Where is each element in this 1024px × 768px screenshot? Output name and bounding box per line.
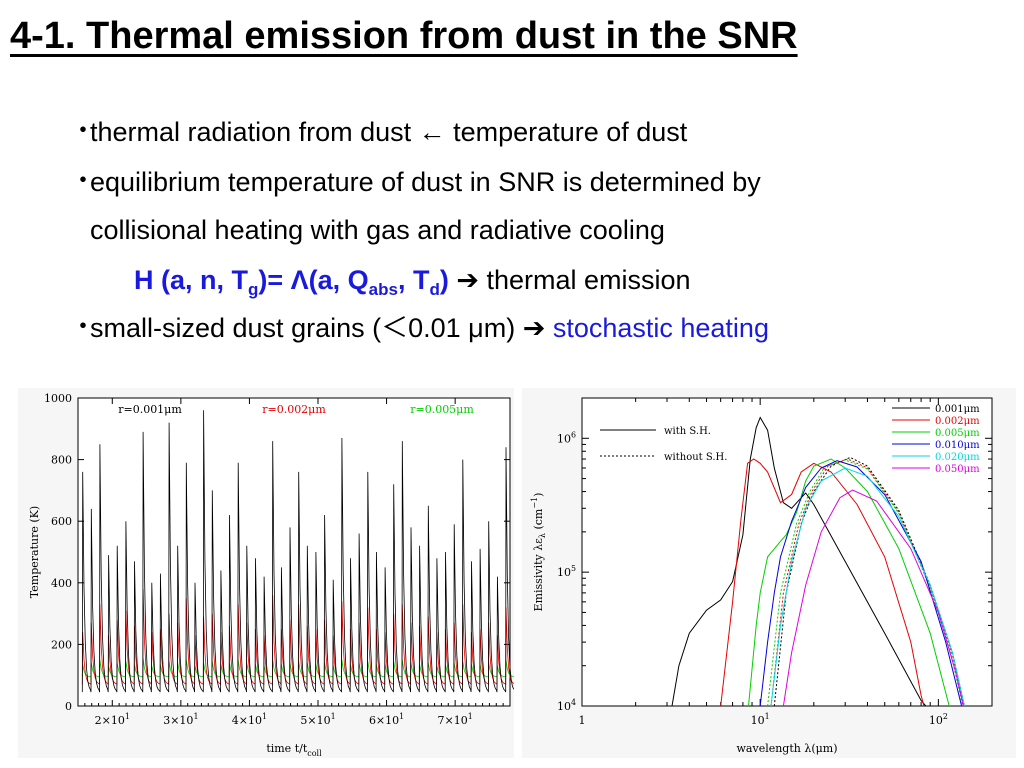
stochastic-heating-highlight: stochastic heating: [552, 313, 769, 343]
y-tick-label: 106: [557, 430, 576, 445]
series-line-0-020-m: [770, 467, 965, 707]
bullet-marker: ・: [70, 311, 97, 341]
y-tick-label: 1000: [44, 392, 72, 405]
x-tick-label: 7×101: [438, 712, 473, 727]
legend-label-0-001-m: 0.001μm: [935, 404, 980, 415]
less-than-sign: ＜: [381, 313, 409, 343]
x-tick-label: 101: [751, 712, 770, 727]
series-line-0-010-m: [759, 460, 963, 707]
series-line-0-050-m: [782, 489, 964, 707]
right-arrow-icon: ➔: [522, 313, 546, 343]
legend-label-0-002-m: 0.002μm: [935, 416, 980, 427]
right-arrow-icon: ➔: [456, 265, 479, 295]
x-tick-label: 4×101: [232, 712, 267, 727]
legend-label-r-0-001-m: r=0.001μm: [118, 403, 182, 416]
y-tick-label: 0: [65, 700, 72, 713]
bullet-marker: ・: [70, 165, 97, 195]
y-tick-label: 200: [51, 638, 72, 651]
temperature-time-chart: 0 200 400 600 800 1000 2×101 3×101 4×101 5×101 6×1…: [18, 388, 515, 758]
bullet-2-line-1: equilibrium temperature of dust in SNR i…: [90, 167, 761, 197]
legend-label-0-020-m: 0.020μm: [935, 452, 980, 463]
emissivity-chart-panel: 1 101 102 104 105 106 with S.H. without S.H. 0.0…: [522, 388, 1016, 758]
heating-cooling-formula: H (a, n, Tg)= Λ(a, Qabs, Td): [134, 265, 449, 299]
plot-frame: [581, 397, 993, 707]
style-legend-label: without S.H.: [664, 452, 727, 463]
bullet-3-text-a: small-sized dust grains (: [90, 313, 382, 343]
formula-line: H (a, n, Tg)= Λ(a, Qabs, Td) ➔ thermal e…: [134, 264, 691, 299]
series-line-0-005-m: [748, 458, 950, 707]
style-legend-label: with S.H.: [664, 426, 711, 437]
y-axis-label: Temperature (K): [28, 506, 41, 598]
x-tick-label: 5×101: [300, 712, 335, 727]
legend-label-0-005-m: 0.005μm: [935, 428, 980, 439]
y-tick-label: 104: [557, 698, 576, 713]
formula-result: thermal emission: [479, 265, 691, 295]
bullet-1: ・ thermal radiation from dust ← temperat…: [70, 115, 688, 148]
legend-label-0-050-m: 0.050μm: [935, 464, 980, 475]
series-line-r-0-001-m: [81, 410, 515, 693]
legend-label-r-0-002-m: r=0.002μm: [262, 403, 326, 416]
x-tick-label: 3×101: [163, 712, 198, 727]
y-tick-label: 800: [51, 454, 72, 467]
left-arrow: ←: [418, 117, 446, 147]
slide-title: 4-1. Thermal emission from dust in the S…: [10, 15, 798, 57]
bullet-3-text-b: 0.01 μm): [408, 313, 523, 343]
nosh-series-line-0-002-m: [770, 458, 965, 707]
emissivity-wavelength-chart: 1 101 102 104 105 106 with S.H. without S.H. 0.0…: [522, 388, 1016, 758]
series-line-0-001-m: [671, 416, 927, 707]
bullet-1-text-b: temperature of dust: [445, 117, 688, 147]
y-tick-label: 105: [557, 564, 576, 579]
x-axis-label: time t/tcoll: [266, 742, 322, 758]
bullet-2-continuation: collisional heating with gas and radiati…: [90, 214, 665, 246]
bullet-1-text-a: thermal radiation from dust: [90, 117, 419, 147]
x-tick-label: 2×101: [95, 712, 130, 727]
x-tick-label: 102: [929, 712, 948, 727]
temperature-chart-panel: 0 200 400 600 800 1000 2×101 3×101 4×101 5×101 6×1…: [18, 388, 515, 758]
y-tick-label: 400: [51, 577, 72, 590]
bullet-marker: ・: [70, 115, 97, 145]
y-axis-label: Emissivity λελ (cm−1): [530, 493, 547, 612]
legend-label-r-0-005-m: r=0.005μm: [410, 403, 474, 416]
x-tick-label: 6×101: [369, 712, 404, 727]
legend-label-0-010-m: 0.010μm: [935, 440, 980, 451]
series-line-0-002-m: [720, 458, 925, 707]
bullet-2: ・ equilibrium temperature of dust in SNR…: [70, 165, 761, 198]
bullet-3: ・ small-sized dust grains (＜0.01 μm) ➔ s…: [70, 311, 769, 344]
x-axis-label: wavelength λ(μm): [737, 742, 838, 755]
y-tick-label: 600: [51, 515, 72, 528]
bullet-2-line-2: collisional heating with gas and radiati…: [90, 215, 665, 245]
x-tick-label: 1: [579, 714, 586, 727]
